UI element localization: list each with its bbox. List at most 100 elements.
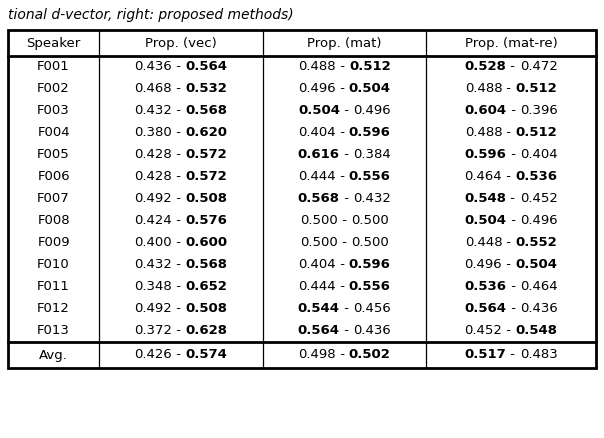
Text: 0.556: 0.556 bbox=[349, 170, 391, 184]
Text: -: - bbox=[338, 215, 351, 227]
Text: 0.564: 0.564 bbox=[298, 325, 340, 338]
Text: -: - bbox=[172, 82, 185, 95]
Text: 0.456: 0.456 bbox=[353, 303, 391, 315]
Text: -: - bbox=[172, 280, 185, 293]
Text: -: - bbox=[507, 192, 519, 205]
Text: 0.464: 0.464 bbox=[520, 280, 557, 293]
Text: -: - bbox=[172, 192, 185, 205]
Text: 0.492: 0.492 bbox=[134, 303, 172, 315]
Text: -: - bbox=[503, 82, 516, 95]
Text: 0.517: 0.517 bbox=[464, 349, 506, 361]
Text: Avg.: Avg. bbox=[39, 349, 68, 361]
Text: -: - bbox=[172, 215, 185, 227]
Text: -: - bbox=[338, 237, 351, 250]
Text: -: - bbox=[172, 258, 185, 272]
Text: F010: F010 bbox=[37, 258, 70, 272]
Text: -: - bbox=[503, 127, 516, 139]
Text: -: - bbox=[507, 148, 520, 162]
Text: 0.396: 0.396 bbox=[520, 105, 557, 117]
Text: 0.498: 0.498 bbox=[298, 349, 336, 361]
Text: 0.436: 0.436 bbox=[520, 303, 557, 315]
Text: -: - bbox=[507, 280, 520, 293]
Text: 0.616: 0.616 bbox=[298, 148, 340, 162]
Text: -: - bbox=[336, 170, 349, 184]
Text: -: - bbox=[172, 303, 185, 315]
Text: -: - bbox=[336, 82, 349, 95]
Text: 0.572: 0.572 bbox=[185, 170, 227, 184]
Text: 0.504: 0.504 bbox=[515, 258, 557, 272]
Text: Speaker: Speaker bbox=[27, 36, 81, 49]
Text: 0.568: 0.568 bbox=[185, 258, 228, 272]
Text: 0.404: 0.404 bbox=[298, 258, 336, 272]
Text: 0.596: 0.596 bbox=[349, 127, 391, 139]
Text: -: - bbox=[172, 237, 185, 250]
Text: Prop. (mat): Prop. (mat) bbox=[307, 36, 382, 49]
Text: 0.472: 0.472 bbox=[519, 60, 557, 74]
Text: 0.384: 0.384 bbox=[353, 148, 391, 162]
Text: 0.512: 0.512 bbox=[349, 60, 391, 74]
Text: -: - bbox=[172, 325, 185, 338]
Text: -: - bbox=[507, 105, 520, 117]
Text: 0.436: 0.436 bbox=[353, 325, 391, 338]
Text: 0.552: 0.552 bbox=[516, 237, 557, 250]
Text: 0.500: 0.500 bbox=[300, 215, 338, 227]
Text: 0.488: 0.488 bbox=[298, 60, 336, 74]
Text: -: - bbox=[172, 349, 185, 361]
Text: 0.504: 0.504 bbox=[298, 105, 340, 117]
Text: 0.444: 0.444 bbox=[298, 280, 336, 293]
Text: -: - bbox=[340, 303, 353, 315]
Text: 0.574: 0.574 bbox=[185, 349, 227, 361]
Text: 0.620: 0.620 bbox=[185, 127, 227, 139]
Text: 0.556: 0.556 bbox=[349, 280, 391, 293]
Text: -: - bbox=[502, 258, 515, 272]
Text: -: - bbox=[336, 258, 349, 272]
Text: F006: F006 bbox=[37, 170, 70, 184]
Text: 0.572: 0.572 bbox=[185, 148, 227, 162]
Text: 0.512: 0.512 bbox=[516, 82, 557, 95]
Text: -: - bbox=[507, 303, 520, 315]
Text: 0.452: 0.452 bbox=[464, 325, 503, 338]
Text: 0.596: 0.596 bbox=[464, 148, 507, 162]
Text: 0.604: 0.604 bbox=[464, 105, 507, 117]
Text: 0.600: 0.600 bbox=[185, 237, 227, 250]
Text: 0.496: 0.496 bbox=[520, 215, 557, 227]
Text: 0.468: 0.468 bbox=[135, 82, 172, 95]
Text: F008: F008 bbox=[37, 215, 70, 227]
Text: tional d-vector, right: proposed methods): tional d-vector, right: proposed methods… bbox=[8, 8, 294, 22]
Text: 0.596: 0.596 bbox=[349, 258, 391, 272]
Text: -: - bbox=[336, 127, 349, 139]
Text: 0.488: 0.488 bbox=[464, 82, 503, 95]
Text: F002: F002 bbox=[37, 82, 70, 95]
Text: 0.536: 0.536 bbox=[515, 170, 557, 184]
Text: 0.496: 0.496 bbox=[464, 258, 502, 272]
Text: 0.652: 0.652 bbox=[185, 280, 227, 293]
Text: 0.380: 0.380 bbox=[134, 127, 172, 139]
Text: 0.548: 0.548 bbox=[516, 325, 557, 338]
Text: 0.576: 0.576 bbox=[185, 215, 227, 227]
Text: 0.628: 0.628 bbox=[185, 325, 228, 338]
Text: F012: F012 bbox=[37, 303, 70, 315]
Text: -: - bbox=[502, 170, 515, 184]
Text: -: - bbox=[340, 192, 353, 205]
Text: 0.508: 0.508 bbox=[185, 303, 227, 315]
Text: 0.432: 0.432 bbox=[353, 192, 391, 205]
Text: 0.528: 0.528 bbox=[464, 60, 506, 74]
Text: 0.500: 0.500 bbox=[300, 237, 338, 250]
Text: 0.504: 0.504 bbox=[464, 215, 507, 227]
Text: 0.452: 0.452 bbox=[519, 192, 557, 205]
Bar bbox=[8, 30, 596, 368]
Text: -: - bbox=[503, 237, 516, 250]
Text: -: - bbox=[336, 349, 349, 361]
Text: -: - bbox=[336, 60, 349, 74]
Text: 0.502: 0.502 bbox=[349, 349, 391, 361]
Text: 0.500: 0.500 bbox=[351, 237, 389, 250]
Text: 0.568: 0.568 bbox=[298, 192, 340, 205]
Text: F011: F011 bbox=[37, 280, 70, 293]
Text: F013: F013 bbox=[37, 325, 70, 338]
Text: 0.568: 0.568 bbox=[185, 105, 228, 117]
Text: -: - bbox=[506, 60, 519, 74]
Text: 0.400: 0.400 bbox=[134, 237, 172, 250]
Text: 0.464: 0.464 bbox=[464, 170, 502, 184]
Text: 0.488: 0.488 bbox=[464, 127, 503, 139]
Text: 0.492: 0.492 bbox=[134, 192, 172, 205]
